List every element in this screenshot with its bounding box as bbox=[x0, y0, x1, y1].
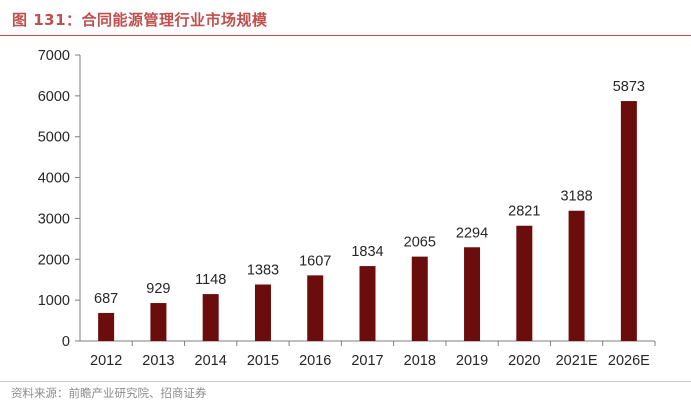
x-tick-label: 2018 bbox=[404, 353, 436, 369]
bar-value-label: 1383 bbox=[247, 262, 279, 278]
bar-value-label: 5873 bbox=[613, 79, 645, 95]
bars bbox=[98, 101, 637, 342]
y-tick-label: 7000 bbox=[38, 48, 70, 64]
x-tick-label: 2017 bbox=[351, 353, 383, 369]
bar bbox=[307, 275, 324, 341]
x-tick-label: 2016 bbox=[299, 353, 331, 369]
bar-value-label: 2821 bbox=[508, 204, 540, 220]
bar bbox=[411, 256, 428, 341]
bar-value-label: 3188 bbox=[560, 189, 592, 205]
title-underline bbox=[0, 35, 691, 36]
bar bbox=[568, 210, 585, 341]
x-tick-label: 2015 bbox=[247, 353, 279, 369]
bar bbox=[254, 284, 271, 341]
bar bbox=[464, 247, 481, 341]
source-divider bbox=[0, 381, 691, 382]
bar bbox=[359, 266, 376, 341]
bar-value-label: 929 bbox=[146, 281, 170, 297]
y-tick-label: 0 bbox=[62, 334, 70, 350]
y-tick-label: 2000 bbox=[38, 252, 70, 268]
bar-value-label: 687 bbox=[94, 291, 118, 307]
bar-value-label: 2294 bbox=[456, 225, 488, 241]
source-note: 资料来源：前瞻产业研究院、招商证券 bbox=[11, 386, 207, 400]
bar bbox=[620, 101, 637, 342]
bar-value-label: 1607 bbox=[299, 253, 331, 269]
x-tick-label: 2012 bbox=[90, 353, 122, 369]
bar bbox=[202, 294, 219, 341]
x-tick-label: 2013 bbox=[142, 353, 174, 369]
x-tick-label: 2019 bbox=[456, 353, 488, 369]
bar-value-label: 1148 bbox=[195, 272, 226, 288]
x-tick-label: 2026E bbox=[608, 353, 650, 369]
bar-value-label: 1834 bbox=[351, 244, 383, 260]
data-labels: 687 929 1148 1383 1607 1834 2065 2294 2821 3188 58… bbox=[94, 79, 645, 307]
bar-value-label: 2065 bbox=[404, 235, 436, 251]
bar bbox=[150, 303, 167, 341]
y-tick-label: 5000 bbox=[38, 130, 70, 146]
y-axis: 0 1000 2000 3000 4000 5000 6000 7000 bbox=[38, 48, 81, 350]
x-tick-label: 2014 bbox=[195, 353, 227, 369]
y-tick-label: 1000 bbox=[38, 293, 70, 309]
y-tick-label: 3000 bbox=[38, 211, 70, 227]
x-tick-label: 2020 bbox=[508, 353, 540, 369]
y-tick-label: 4000 bbox=[38, 171, 70, 187]
bar bbox=[516, 225, 533, 341]
x-tick-label: 2021E bbox=[556, 353, 598, 369]
figure-title: 图 131：合同能源管理行业市场规模 bbox=[12, 11, 268, 29]
y-tick-label: 6000 bbox=[38, 89, 70, 105]
bar bbox=[98, 312, 115, 341]
x-axis: 2012 2013 2014 2015 2016 2017 2018 2019 2020 2021… bbox=[80, 340, 656, 369]
